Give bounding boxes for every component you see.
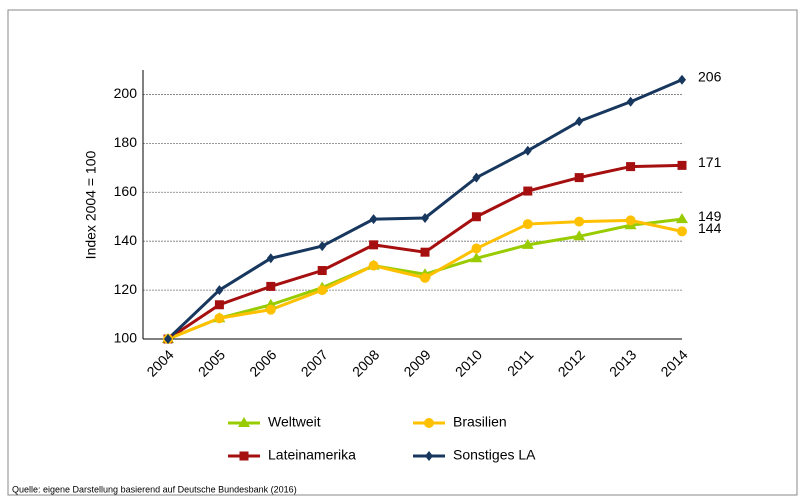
data-point [470, 252, 483, 263]
data-point [214, 300, 224, 310]
legend-label: Weltweit [268, 414, 321, 430]
legend-marker [424, 418, 434, 428]
source: Quelle: eigene Darstellung basierend auf… [12, 484, 297, 494]
legend-marker [238, 417, 250, 427]
data-point [575, 116, 584, 127]
data-point [574, 216, 585, 227]
data-point [677, 226, 687, 237]
legend-label: Sonstiges LA [453, 447, 536, 463]
legend-marker [239, 451, 249, 461]
frame [7, 9, 798, 496]
x-tick-label: 2007 [298, 346, 331, 379]
data-point [317, 266, 327, 276]
x-tick-label: 2009 [400, 346, 433, 379]
x-tick-label: 2008 [349, 346, 382, 379]
data-point [164, 334, 172, 344]
y-tick-label: 160 [114, 183, 138, 199]
y-tick-label: 180 [114, 134, 138, 150]
data-point [471, 243, 482, 254]
data-point [420, 247, 430, 257]
end-label: 149 [698, 208, 722, 224]
data-point [625, 215, 636, 226]
data-point [421, 212, 429, 223]
end-label: 206 [698, 68, 722, 84]
y-tick-label: 100 [114, 330, 138, 346]
data-point [472, 172, 481, 183]
y-tick-label: 200 [114, 85, 138, 101]
data-point [214, 313, 225, 324]
data-point [318, 241, 327, 252]
series-line [166, 78, 683, 341]
data-point [676, 213, 688, 224]
x-tick-label: 2013 [606, 346, 639, 379]
legend-label: Brasilien [453, 414, 507, 430]
y-axis-label: Index 2004 = 100 [83, 150, 99, 259]
data-point [521, 238, 534, 249]
legend-marker [425, 451, 433, 461]
data-point [573, 230, 586, 241]
end-label: 171 [698, 154, 722, 170]
y-tick-label: 140 [114, 232, 138, 248]
data-point [678, 74, 686, 85]
data-point [626, 162, 636, 172]
x-tick-label: 2011 [504, 346, 537, 379]
data-point [523, 145, 532, 156]
data-point [265, 304, 276, 315]
x-tick-label: 2010 [452, 346, 485, 379]
y-tick-label: 120 [114, 281, 138, 297]
data-point [420, 272, 430, 283]
data-point [626, 96, 635, 107]
data-point [369, 240, 379, 250]
data-point [266, 281, 276, 291]
data-point [369, 214, 378, 225]
legend-label: Lateinamerika [268, 447, 356, 463]
x-tick-label: 2004 [143, 346, 176, 379]
data-point [574, 173, 584, 183]
data-point [266, 253, 275, 264]
x-tick-label: 2012 [555, 346, 588, 379]
data-point [317, 285, 328, 296]
data-point [471, 212, 481, 222]
x-tick-label: 2014 [657, 346, 690, 379]
data-point [215, 285, 224, 296]
data-point [368, 260, 379, 271]
end-label: 144 [698, 220, 722, 236]
data-point [522, 219, 533, 230]
data-point [523, 186, 533, 196]
x-tick-label: 2006 [246, 346, 279, 379]
x-tick-label: 2005 [195, 346, 228, 379]
data-point [677, 160, 687, 170]
